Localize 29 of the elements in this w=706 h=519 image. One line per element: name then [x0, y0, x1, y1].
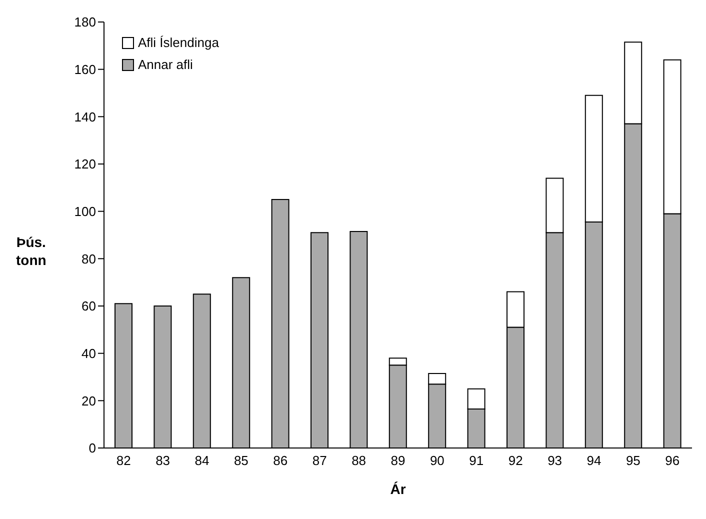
y-tick-label: 160 [74, 62, 96, 77]
y-tick-label: 180 [74, 14, 96, 30]
y-tick-label: 140 [74, 109, 96, 124]
y-tick-label: 0 [88, 440, 96, 456]
y-axis-title: Þús. tonn [16, 233, 46, 269]
x-tick-label: 91 [469, 453, 484, 468]
x-tick-label: 96 [665, 453, 680, 468]
legend-label: Annar afli [138, 56, 193, 74]
y-tick-label: 60 [82, 298, 96, 314]
y-tick-label: 120 [74, 156, 96, 172]
x-tick-label: 95 [626, 453, 640, 468]
x-tick-label: 88 [352, 453, 366, 468]
x-tick-label: 92 [508, 453, 523, 468]
y-tick-label: 100 [74, 204, 96, 219]
y-tick-label: 40 [82, 346, 96, 361]
x-axis-title: Ár [390, 481, 406, 497]
x-tick-label: 84 [194, 453, 210, 468]
x-tick-label: 83 [156, 453, 170, 468]
x-tick-label: 86 [273, 453, 288, 468]
x-tick-label: 94 [586, 453, 602, 468]
x-tick-label: 87 [312, 453, 327, 468]
y-tick-label: 20 [82, 393, 96, 408]
x-tick-label: 85 [234, 453, 248, 468]
x-tick-label: 90 [430, 453, 444, 468]
y-tick-label: 80 [82, 251, 96, 266]
x-tick-label: 82 [116, 453, 131, 468]
legend-label: Afli Íslendinga [138, 34, 219, 52]
x-tick-label: 93 [548, 453, 562, 468]
x-tick-label: 89 [390, 453, 406, 468]
